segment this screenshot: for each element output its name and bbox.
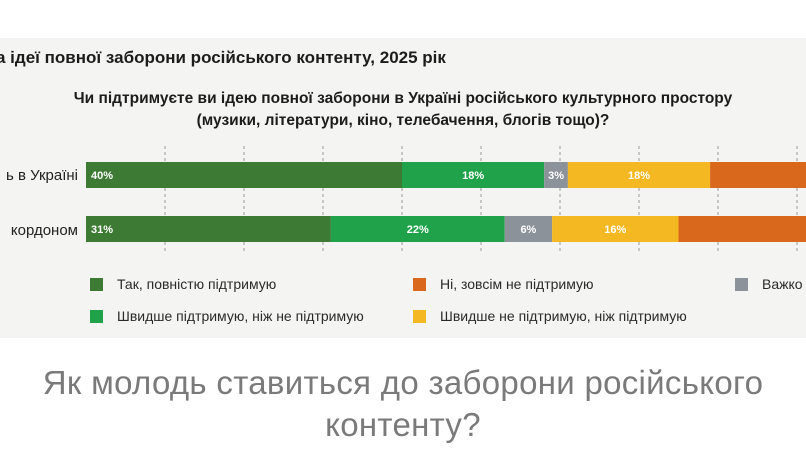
bar-segment [402, 162, 545, 188]
legend-swatch-rather-not-support [413, 309, 426, 323]
legend-label-rather-not-support: Швидше не підтримую, ніж підтримую [440, 308, 687, 324]
legend-item-fully-support: Так, повністю підтримую [90, 276, 276, 292]
row-label-ukraine: ь в Україні [5, 167, 78, 184]
chart-title: а ідеї повної заборони російського конте… [0, 48, 446, 67]
chart-question-line-1: Чи підтримуєте ви ідею повної заборони в… [73, 90, 733, 107]
page-caption-line-2: контенту? [325, 406, 481, 443]
legend-swatch-rather-support [90, 309, 103, 323]
legend-item-hard-to-say: Важко [735, 276, 803, 292]
bar-data-label: 18% [628, 170, 650, 182]
bar-segment [567, 162, 711, 188]
legend-label-hard-to-say: Важко [762, 276, 803, 292]
legend-item-rather-support: Швидше підтримую, ніж не підтримую [90, 308, 364, 324]
bar-segment [86, 162, 402, 188]
chart-question: Чи підтримуєте ви ідею повної заборони в… [0, 88, 806, 132]
legend-item-rather-not-support: Швидше не підтримую, ніж підтримую [413, 308, 687, 324]
bar-segment [678, 216, 806, 242]
bar-data-label: 16% [604, 224, 626, 236]
bar-segment [552, 216, 679, 242]
chart-question-line-2: (музики, літератури, кіно, телебачення, … [196, 112, 610, 129]
legend-item-not-support: Ні, зовсім не підтримую [413, 276, 594, 292]
bar-data-label: 40% [91, 170, 113, 182]
bar-data-label: 3% [548, 170, 564, 182]
legend-swatch-not-support [413, 277, 426, 291]
page-caption-line-1: Як молодь ставиться до заборони російськ… [42, 364, 764, 401]
bar-segment [504, 216, 553, 242]
bar-segment [330, 216, 505, 242]
legend-label-rather-support: Швидше підтримую, ніж не підтримую [117, 308, 364, 324]
legend-label-not-support: Ні, зовсім не підтримую [440, 276, 594, 292]
bar-segment [86, 216, 331, 242]
bar-data-label: 22% [407, 224, 429, 236]
bar-segment [544, 162, 568, 188]
legend-label-fully-support: Так, повністю підтримую [117, 276, 277, 292]
legend-swatch-hard-to-say [735, 277, 748, 291]
bar-segment [710, 162, 806, 188]
legend-swatch-fully-support [90, 277, 103, 291]
bar-data-label: 31% [91, 224, 113, 236]
bar-data-label: 6% [520, 224, 536, 236]
page-caption: Як молодь ставиться до заборони російськ… [0, 362, 806, 446]
row-label-abroad: кордоном [10, 222, 78, 239]
bar-data-label: 18% [462, 170, 484, 182]
